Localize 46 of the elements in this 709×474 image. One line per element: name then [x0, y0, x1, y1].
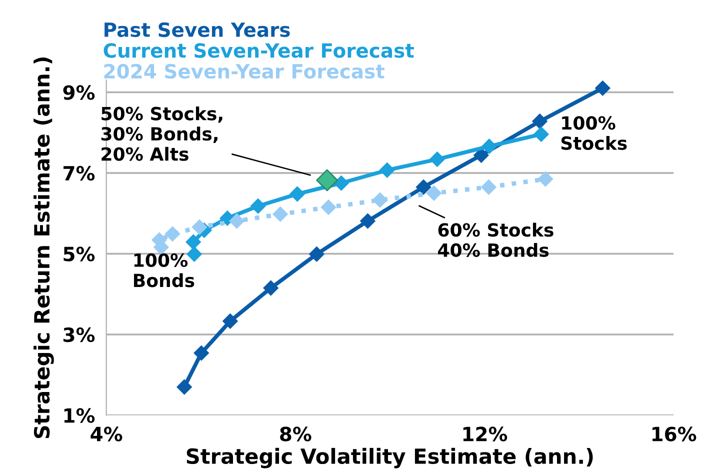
point — [482, 138, 497, 154]
point — [534, 126, 549, 142]
text: 2024 Seven-Year Forecast — [104, 64, 384, 79]
point — [416, 180, 432, 195]
annotation: 100% Bonds — [134, 253, 194, 288]
annotation: 100% Stocks — [561, 116, 627, 150]
point — [360, 213, 376, 229]
point — [194, 345, 209, 361]
x-tick-label: 8% — [280, 426, 312, 442]
y-tick-label: 5% — [64, 246, 95, 262]
point — [186, 246, 202, 262]
point — [272, 206, 288, 222]
point — [309, 246, 324, 262]
point — [474, 148, 489, 163]
point — [186, 234, 201, 250]
y-tick-label: 9% — [63, 85, 95, 100]
point — [164, 226, 180, 242]
point — [538, 171, 554, 187]
point — [263, 280, 278, 296]
point — [426, 186, 442, 201]
x-tick-label: 16% — [652, 426, 696, 442]
point — [380, 162, 395, 178]
point — [430, 152, 445, 167]
point — [595, 80, 610, 96]
point — [320, 200, 336, 215]
annotation: 50% Stocks, 30% Bonds, 20% Alts — [101, 106, 222, 161]
annotation: 60% Stocks 40% Bonds — [438, 222, 554, 257]
y-axis-title: Strategic Return Estimate (ann.) — [34, 58, 54, 438]
text: Current Seven-Year Forecast — [104, 43, 414, 58]
point — [192, 220, 208, 235]
point — [290, 186, 305, 202]
x-axis-title: Strategic Volatility Estimate (ann.) — [186, 448, 593, 468]
point — [481, 180, 496, 195]
x-tick-label: 12% — [463, 426, 508, 442]
y-tick-label: 7% — [64, 166, 95, 181]
x-tick-label: 4% — [90, 426, 122, 442]
y-tick-label: 3% — [64, 327, 95, 342]
point — [372, 192, 388, 208]
point — [229, 213, 244, 229]
y-tick-label: 1% — [64, 408, 95, 423]
point — [176, 379, 192, 395]
point — [222, 314, 238, 329]
point — [532, 114, 548, 129]
point — [250, 198, 266, 214]
point — [316, 169, 338, 192]
text: Past Seven Years — [104, 22, 290, 38]
